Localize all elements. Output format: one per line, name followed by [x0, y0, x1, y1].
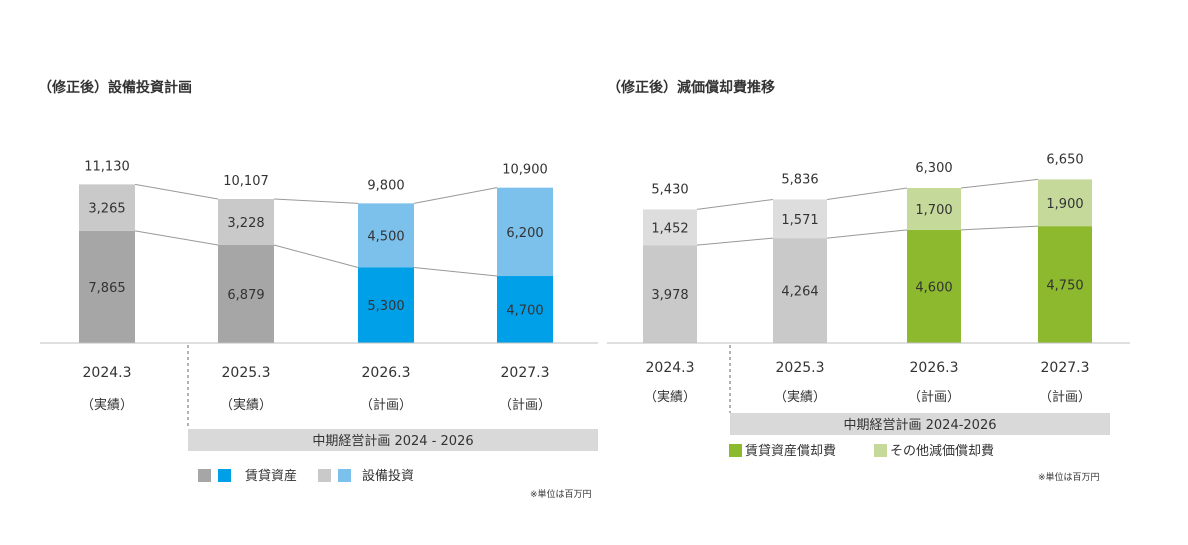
legend-label: 賃貸資産	[245, 468, 297, 484]
bar-設備投資-2027.3	[497, 187, 553, 277]
segment-value-label: 4,750	[1046, 279, 1083, 294]
segment-value-label: 4,700	[506, 304, 543, 319]
unit-note: ※単位は百万円	[530, 488, 592, 500]
segment-value-label: 5,300	[367, 299, 404, 314]
category-label: 2025.3	[222, 365, 271, 381]
legend-swatch-賃貸資産	[198, 469, 211, 482]
plan-band-label: 中期経営計画 2024 - 2026	[312, 433, 473, 449]
category-note: （計画）	[360, 397, 412, 413]
plan-band	[188, 429, 598, 451]
total-value-label: 10,107	[223, 174, 269, 189]
chart-title: （修正後）減価償却費推移	[607, 79, 775, 96]
category-label: 2025.3	[776, 360, 825, 376]
plan-band-label: 中期経営計画 2024-2026	[844, 417, 997, 433]
bar-賃貸資産-2027.3	[497, 276, 553, 343]
total-value-label: 6,650	[1046, 152, 1083, 167]
category-note: （実績）	[220, 397, 272, 413]
plan-band	[730, 413, 1110, 435]
category-note: （計画）	[1039, 389, 1091, 405]
segment-value-label: 1,452	[651, 221, 688, 236]
bar-賃貸資産償却費-2025.3	[773, 238, 827, 343]
connector-line-base	[826, 229, 908, 239]
connector-line-total	[960, 178, 1039, 189]
connector-line-base	[413, 266, 498, 277]
segment-value-label: 4,500	[367, 229, 404, 244]
chart-title: （修正後）設備投資計画	[38, 79, 192, 96]
category-label: 2027.3	[501, 365, 550, 381]
bar-その他減価償却費-2026.3	[907, 188, 961, 230]
bar-賃貸資産償却費-2024.3	[643, 245, 697, 343]
segment-value-label: 4,264	[781, 285, 818, 300]
connector-line-total	[413, 187, 498, 204]
unit-note: ※単位は百万円	[1038, 471, 1100, 483]
segment-value-label: 6,879	[227, 288, 264, 303]
bar-その他減価償却費-2027.3	[1038, 179, 1092, 227]
bar-その他減価償却費-2025.3	[773, 199, 827, 239]
legend-swatch-その他減価償却費	[874, 444, 887, 457]
segment-value-label: 1,700	[915, 203, 952, 218]
connector-line-total	[273, 198, 359, 204]
bar-賃貸資産-2024.3	[79, 230, 135, 343]
connector-line-total	[134, 183, 219, 200]
category-note: （計画）	[908, 389, 960, 405]
category-note: （実績）	[644, 389, 696, 405]
segment-value-label: 1,900	[1046, 197, 1083, 212]
bar-賃貸資産償却費-2027.3	[1038, 226, 1092, 343]
legend-swatch-設備投資	[318, 469, 331, 482]
total-value-label: 10,900	[502, 163, 548, 178]
segment-value-label: 6,200	[506, 226, 543, 241]
segment-value-label: 4,600	[915, 280, 952, 295]
bar-賃貸資産償却費-2026.3	[907, 229, 961, 343]
legend-swatch-賃貸資産償却費	[729, 444, 742, 457]
category-label: 2026.3	[910, 360, 959, 376]
bar-その他減価償却費-2024.3	[643, 209, 697, 246]
bar-設備投資-2024.3	[79, 184, 135, 231]
total-value-label: 5,430	[651, 182, 688, 197]
segment-value-label: 1,571	[781, 213, 818, 228]
segment-value-label: 7,865	[88, 281, 125, 296]
category-note: （計画）	[499, 397, 551, 413]
connector-line-total	[826, 187, 908, 200]
legend-label: その他減価償却費	[890, 443, 994, 459]
connector-line-base	[696, 237, 774, 246]
category-label: 2027.3	[1041, 360, 1090, 376]
segment-value-label: 3,228	[227, 216, 264, 231]
total-value-label: 11,130	[84, 159, 130, 174]
connector-line-base	[273, 244, 359, 268]
segment-value-label: 3,978	[651, 288, 688, 303]
category-label: 2024.3	[83, 365, 132, 381]
total-value-label: 9,800	[367, 178, 404, 193]
total-value-label: 5,836	[781, 172, 818, 187]
legend-swatch-賃貸資産	[218, 469, 231, 482]
legend-swatch-設備投資	[338, 469, 351, 482]
connector-line-base	[960, 225, 1039, 231]
category-note: （実績）	[774, 389, 826, 405]
connector-line-total	[696, 198, 774, 210]
connector-line-base	[134, 230, 219, 246]
legend-label: 賃貸資産償却費	[745, 443, 836, 459]
category-label: 2024.3	[646, 360, 695, 376]
bar-賃貸資産-2025.3	[218, 244, 274, 343]
category-note: （実績）	[81, 397, 133, 413]
bar-設備投資-2025.3	[218, 198, 274, 245]
segment-value-label: 3,265	[88, 202, 125, 217]
bar-賃貸資産-2026.3	[358, 267, 414, 343]
category-label: 2026.3	[362, 365, 411, 381]
legend-label: 設備投資	[362, 468, 414, 484]
total-value-label: 6,300	[915, 161, 952, 176]
bar-設備投資-2026.3	[358, 203, 414, 268]
